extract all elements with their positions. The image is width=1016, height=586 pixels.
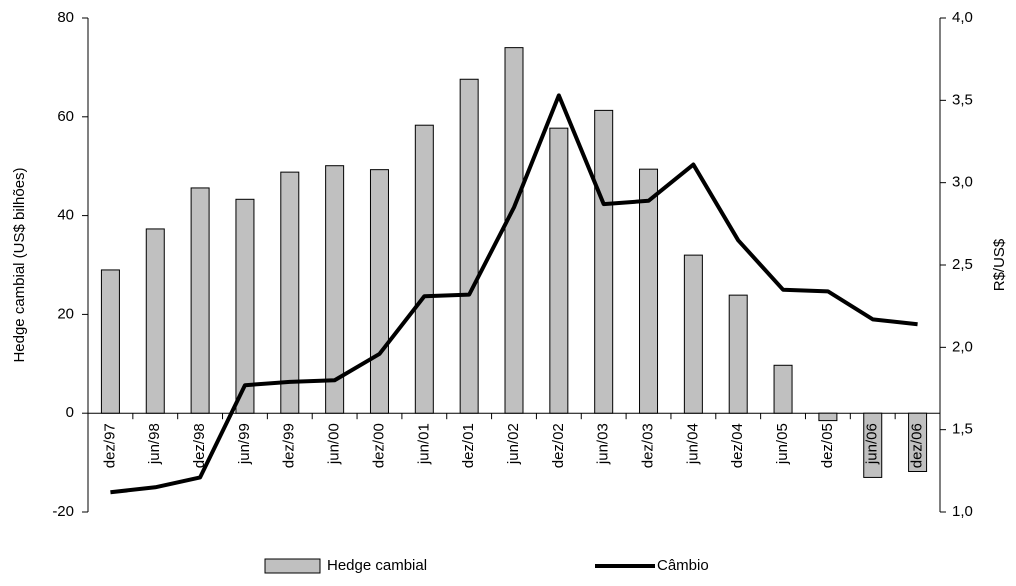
bar: [145, 228, 165, 414]
x-tick-label: dez/02: [550, 423, 567, 468]
y-axis-label: Hedge cambial (US$ bilhões): [11, 167, 28, 362]
y-tick-label: -20: [52, 503, 74, 520]
x-tick-label: dez/06: [909, 423, 926, 468]
y-tick-label: 20: [57, 305, 74, 322]
bar: [459, 78, 479, 414]
x-tick-label: jun/99: [236, 423, 253, 465]
y2-tick-label: 2,0: [952, 338, 973, 355]
bar: [683, 254, 703, 414]
line: [110, 93, 918, 495]
y-tick-label: 0: [66, 404, 74, 421]
bar: [773, 364, 793, 414]
y2-tick-label: 3,0: [952, 174, 973, 191]
x-tick-label: jun/01: [415, 423, 432, 465]
x-tick-label: dez/01: [460, 423, 477, 468]
bar: [190, 187, 210, 414]
bar: [280, 171, 300, 414]
x-tick-label: dez/00: [370, 423, 387, 468]
x-tick-label: dez/04: [729, 423, 746, 468]
x-tick-label: dez/05: [819, 423, 836, 468]
y2-tick-label: 3,5: [952, 91, 973, 108]
bar: [818, 412, 838, 422]
bar: [325, 165, 345, 414]
bar: [639, 168, 659, 414]
bar: [594, 109, 614, 414]
x-tick-label: jun/06: [864, 423, 881, 465]
x-tick-label: jun/02: [505, 423, 522, 465]
x-tick-label: jun/98: [146, 423, 163, 465]
bar: [728, 294, 748, 414]
bar: [235, 198, 255, 414]
bar: [908, 412, 928, 472]
bar: [504, 47, 524, 414]
bar: [549, 127, 569, 414]
x-tick-label: dez/03: [639, 423, 656, 468]
x-tick-label: dez/97: [101, 423, 118, 468]
legend-label: Câmbio: [657, 557, 709, 574]
y2-tick-label: 2,5: [952, 256, 973, 273]
bar: [863, 412, 883, 478]
x-tick-label: dez/98: [191, 423, 208, 468]
legend-label: Hedge cambial: [327, 557, 427, 574]
y-tick-label: 80: [57, 9, 74, 26]
legend-swatch: [264, 558, 321, 574]
y2-tick-label: 4,0: [952, 9, 973, 26]
y-tick-label: 60: [57, 108, 74, 125]
x-tick-label: jun/05: [774, 423, 791, 465]
y2-tick-label: 1,0: [952, 503, 973, 520]
x-tick-label: jun/00: [326, 423, 343, 465]
x-tick-label: jun/04: [684, 423, 701, 465]
x-tick-label: dez/99: [281, 423, 298, 468]
bar: [369, 169, 389, 414]
y-tick-label: 40: [57, 207, 74, 224]
bar: [100, 269, 120, 414]
bar: [414, 124, 434, 414]
y2-axis-label: R$/US$: [991, 238, 1008, 291]
y2-tick-label: 1,5: [952, 421, 973, 438]
x-tick-label: jun/03: [595, 423, 612, 465]
